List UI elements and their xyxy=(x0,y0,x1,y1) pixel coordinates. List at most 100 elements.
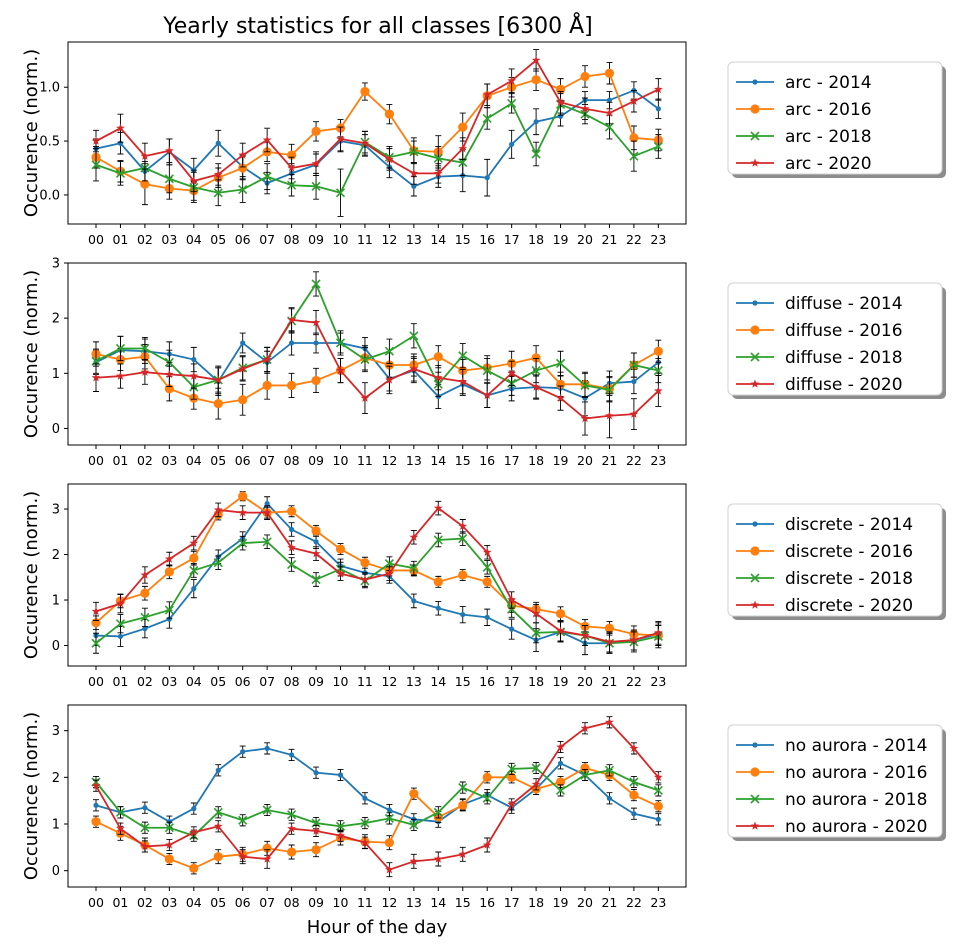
data-point xyxy=(409,856,419,866)
legend-swatch-marker xyxy=(750,325,760,335)
data-point xyxy=(482,90,492,99)
data-point xyxy=(164,554,174,563)
data-point xyxy=(262,805,272,815)
data-point xyxy=(653,346,663,356)
y-tick-label: 3 xyxy=(52,503,60,518)
data-point xyxy=(629,743,639,753)
legend-label: arc - 2014 xyxy=(785,73,872,93)
data-point xyxy=(433,352,443,362)
x-tick-label: 02 xyxy=(137,674,153,689)
x-tick-label: 08 xyxy=(284,895,300,910)
data-point xyxy=(555,785,566,795)
data-point xyxy=(91,817,101,827)
data-point xyxy=(287,559,297,570)
x-tick-label: 12 xyxy=(381,895,397,910)
data-point xyxy=(116,599,125,608)
data-point xyxy=(386,807,392,813)
data-point xyxy=(631,811,637,817)
data-point xyxy=(238,150,248,159)
data-point xyxy=(262,135,272,144)
x-tick-label: 04 xyxy=(186,674,202,689)
data-point xyxy=(337,772,344,778)
x-tick-label: 00 xyxy=(88,453,104,468)
data-point xyxy=(604,122,615,132)
data-point xyxy=(507,368,517,378)
series-discrete-2020 xyxy=(91,500,663,653)
data-point xyxy=(213,169,223,179)
y-tick-label: 3 xyxy=(52,724,60,739)
data-point xyxy=(531,763,541,773)
data-point xyxy=(311,549,321,558)
data-point xyxy=(460,611,466,618)
legend-box xyxy=(727,61,943,175)
x-tick-label: 21 xyxy=(601,232,617,247)
legend-label: diffuse - 2018 xyxy=(785,348,903,368)
data-point xyxy=(262,854,272,863)
data-point xyxy=(653,785,663,795)
data-point xyxy=(140,823,150,833)
data-point xyxy=(287,380,297,391)
data-point xyxy=(313,340,319,346)
x-tick-label: 06 xyxy=(235,674,251,689)
data-point xyxy=(533,119,539,125)
series-diffuse-2018 xyxy=(91,271,663,403)
x-tick-label: 17 xyxy=(504,232,520,247)
data-point xyxy=(189,176,199,185)
series-line xyxy=(95,767,659,870)
data-point xyxy=(262,843,272,853)
x-tick-label: 14 xyxy=(430,453,446,468)
x-tick-label: 07 xyxy=(259,674,275,689)
data-point xyxy=(384,360,394,370)
legend-swatch-marker xyxy=(750,131,760,141)
series-line xyxy=(95,102,659,194)
data-point xyxy=(433,577,443,587)
x-tick-label: 03 xyxy=(161,232,177,247)
data-point xyxy=(238,395,248,405)
x-tick-label: 01 xyxy=(112,453,128,468)
data-point xyxy=(604,68,615,78)
data-point xyxy=(531,382,541,391)
data-point xyxy=(555,379,566,389)
data-point xyxy=(580,413,590,423)
data-point xyxy=(606,97,613,103)
legend-swatch-marker xyxy=(750,573,760,583)
data-point xyxy=(580,770,590,780)
data-point xyxy=(653,386,663,395)
data-point xyxy=(653,628,663,637)
data-point xyxy=(458,521,468,531)
x-tick-label: 01 xyxy=(112,895,128,910)
data-point xyxy=(507,98,517,108)
data-point xyxy=(360,558,370,568)
x-tick-label: 22 xyxy=(626,895,642,910)
x-tick-label: 09 xyxy=(308,895,324,910)
data-point xyxy=(311,574,321,585)
x-tick-label: 11 xyxy=(357,674,373,689)
data-point xyxy=(287,163,296,172)
x-axis-label: Hour of the day xyxy=(307,917,448,938)
x-tick-label: 23 xyxy=(650,232,666,247)
x-tick-label: 13 xyxy=(406,674,422,689)
data-point xyxy=(482,562,492,572)
data-point xyxy=(653,365,663,376)
data-point xyxy=(115,619,126,629)
data-point xyxy=(507,604,517,614)
data-point xyxy=(311,279,321,289)
data-point xyxy=(484,614,490,620)
y-axis-label: Occurence (norm.) xyxy=(21,491,42,659)
series-line xyxy=(95,72,659,192)
x-tick-label: 00 xyxy=(88,232,104,247)
legend-swatch-marker xyxy=(750,600,760,609)
x-tick-label: 00 xyxy=(88,674,104,689)
data-point xyxy=(509,141,515,147)
x-tick-label: 14 xyxy=(430,895,446,910)
data-point xyxy=(360,574,370,584)
x-tick-label: 17 xyxy=(504,453,520,468)
data-point xyxy=(629,151,639,161)
data-point xyxy=(238,491,248,501)
series-line xyxy=(95,721,660,871)
data-point xyxy=(507,772,517,782)
x-tick-label: 20 xyxy=(577,453,593,468)
legend-label: discrete - 2016 xyxy=(785,542,913,562)
